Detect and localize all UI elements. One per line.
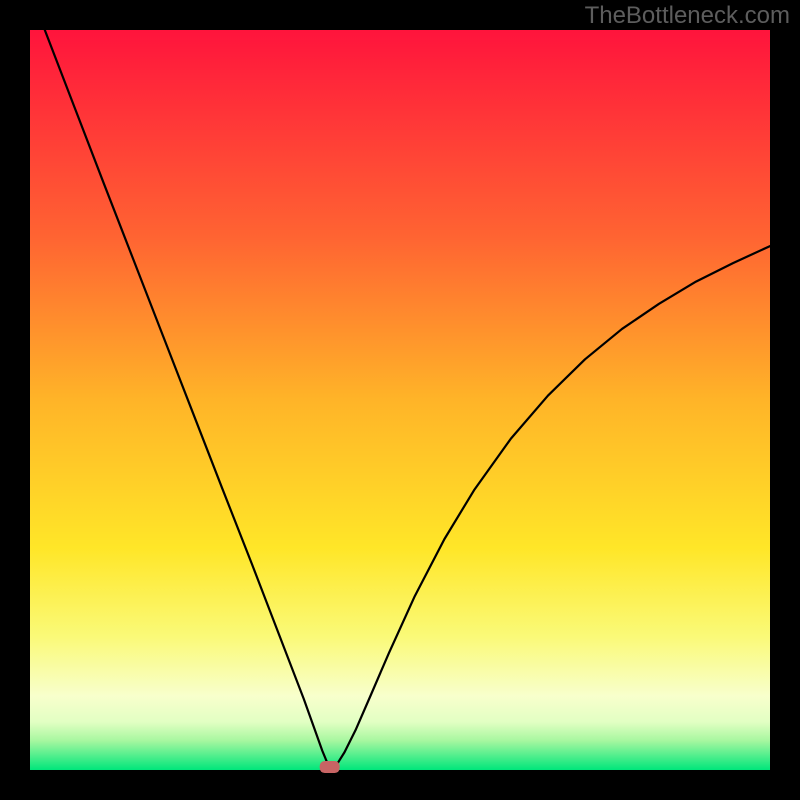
minimum-marker xyxy=(320,761,340,773)
plot-background xyxy=(30,30,770,770)
watermark-text: TheBottleneck.com xyxy=(585,2,790,30)
chart-frame: TheBottleneck.com xyxy=(0,0,800,800)
plot-svg xyxy=(0,0,800,800)
